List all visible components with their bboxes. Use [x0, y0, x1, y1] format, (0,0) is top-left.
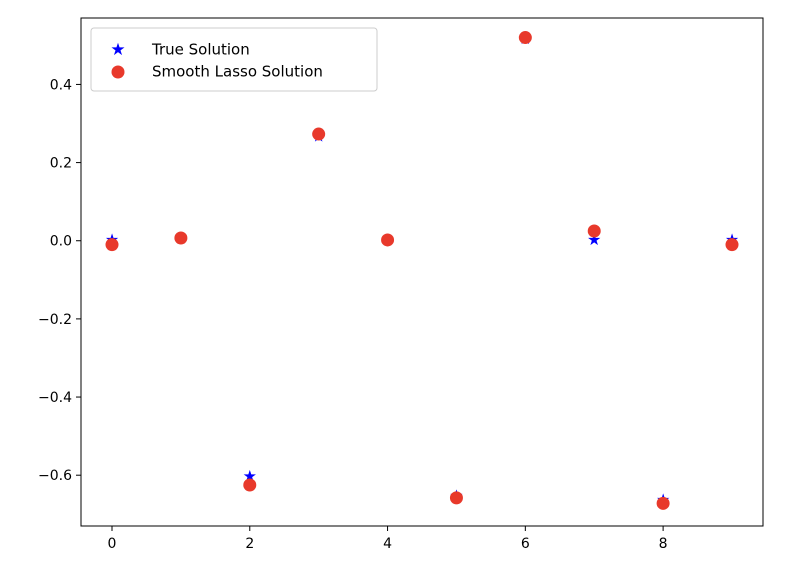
- y-tick-label: 0.2: [50, 156, 72, 172]
- legend-star-icon: ★: [110, 40, 125, 60]
- data-marks: ★★★★★★★★★★: [105, 29, 739, 510]
- x-tick-label: 6: [521, 536, 530, 552]
- y-tick-label: −0.2: [38, 312, 72, 328]
- legend-label-smooth-lasso: Smooth Lasso Solution: [152, 63, 323, 81]
- smooth-lasso-point: [449, 491, 463, 505]
- smooth-lasso-point: [518, 31, 532, 45]
- smooth-lasso-point: [105, 238, 119, 252]
- x-axis: 0 2 4 6 8: [108, 526, 668, 552]
- x-tick-label: 8: [659, 536, 668, 552]
- smooth-lasso-point: [381, 233, 395, 247]
- smooth-lasso-point: [656, 496, 670, 510]
- y-tick-label: −0.4: [38, 390, 72, 406]
- y-tick-label: −0.6: [38, 468, 72, 484]
- smooth-lasso-point: [174, 231, 188, 245]
- plot-area: [80, 17, 764, 527]
- y-tick-label: 0.0: [50, 234, 72, 250]
- x-tick-label: 4: [383, 536, 392, 552]
- x-tick-label: 0: [108, 536, 117, 552]
- smooth-lasso-point: [725, 238, 739, 252]
- legend-box: [90, 27, 378, 92]
- legend: ★ True Solution Smooth Lasso Solution: [90, 27, 378, 92]
- y-axis: −0.6 −0.4 −0.2 0.0 0.2 0.4: [38, 77, 81, 484]
- smooth-lasso-point: [587, 224, 601, 238]
- legend-label-true-solution: True Solution: [151, 41, 250, 59]
- y-tick-label: 0.4: [50, 77, 72, 93]
- smooth-lasso-point: [312, 127, 326, 141]
- legend-circle-icon: [111, 65, 125, 79]
- x-tick-label: 2: [245, 536, 254, 552]
- smooth-lasso-point: [243, 478, 257, 492]
